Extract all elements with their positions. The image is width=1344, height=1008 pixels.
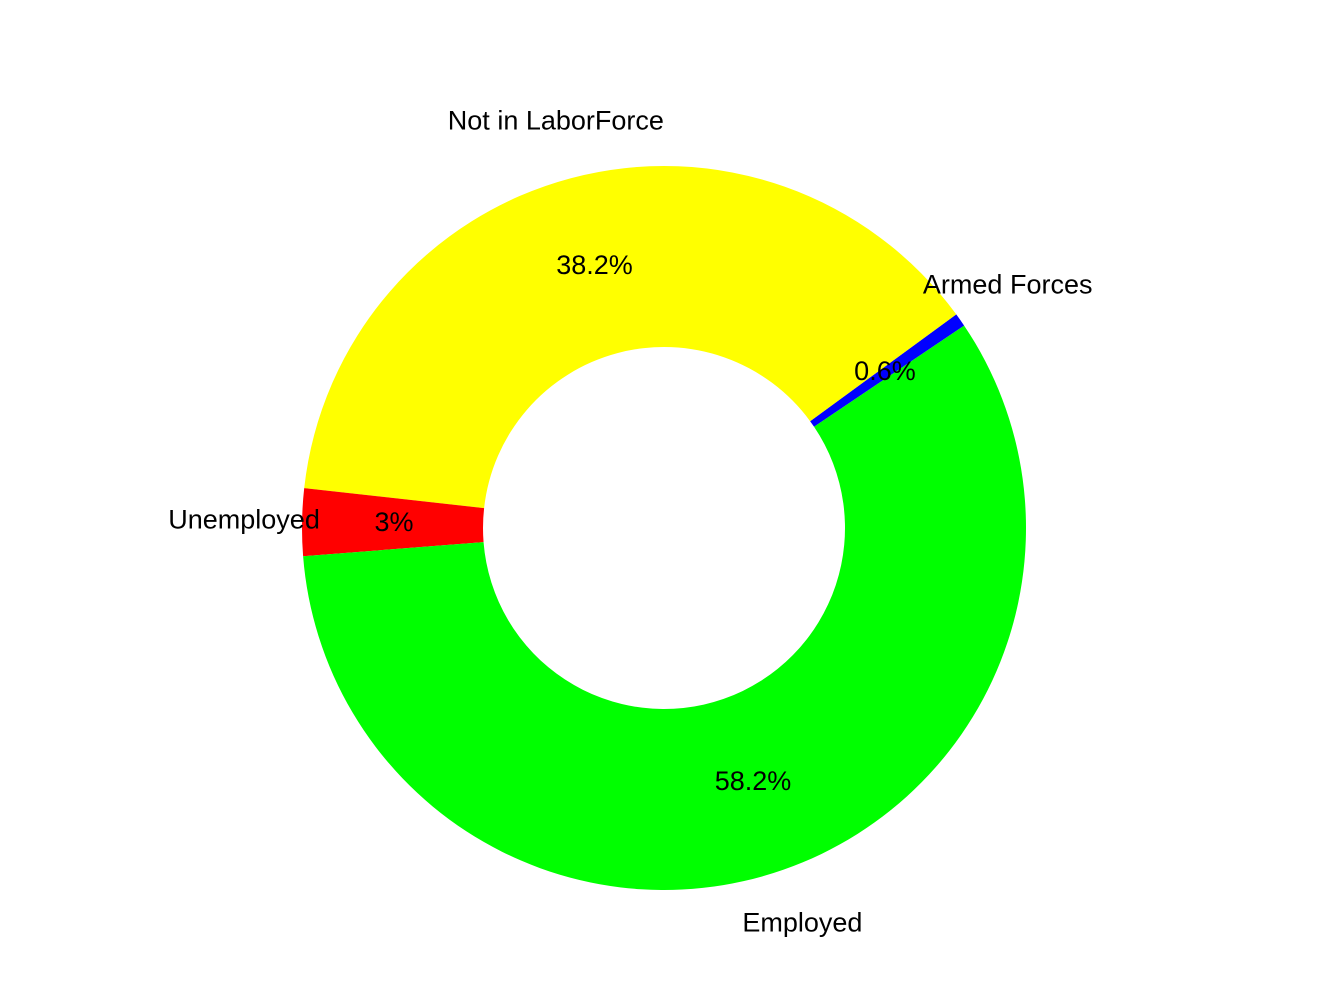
slices-layer <box>302 166 1026 891</box>
category-label-unemployed: Unemployed <box>168 504 320 534</box>
pct-label-employed: 58.2% <box>715 766 792 796</box>
category-label-employed: Employed <box>742 908 862 938</box>
pct-label-not-in-laborforce: 38.2% <box>556 250 633 280</box>
pct-label-unemployed: 3% <box>375 507 414 537</box>
labels-layer: 0.6% Armed Forces 38.2% Not in LaborForce 3%… <box>168 105 1092 937</box>
slice-armed-forces <box>810 314 965 427</box>
slice-not-in-laborforce <box>304 166 957 509</box>
pct-label-armed-forces: 0.6% <box>854 356 916 386</box>
category-label-not-in-laborforce: Not in LaborForce <box>448 105 664 135</box>
slice-unemployed <box>302 488 485 557</box>
category-label-armed-forces: Armed Forces <box>923 270 1093 300</box>
slice-employed <box>303 325 1026 891</box>
